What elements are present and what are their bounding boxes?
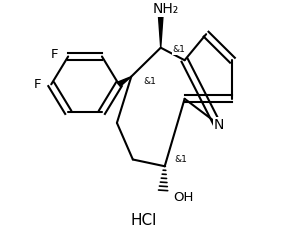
Text: OH: OH xyxy=(173,191,193,204)
Text: N: N xyxy=(214,118,224,132)
Text: &1: &1 xyxy=(173,45,186,55)
Polygon shape xyxy=(118,77,131,86)
Polygon shape xyxy=(158,15,163,48)
Text: &1: &1 xyxy=(174,155,187,164)
Text: F: F xyxy=(51,48,58,61)
Text: F: F xyxy=(34,78,41,91)
Text: NH₂: NH₂ xyxy=(152,2,179,16)
Text: HCl: HCl xyxy=(131,213,157,228)
Text: &1: &1 xyxy=(143,77,156,86)
